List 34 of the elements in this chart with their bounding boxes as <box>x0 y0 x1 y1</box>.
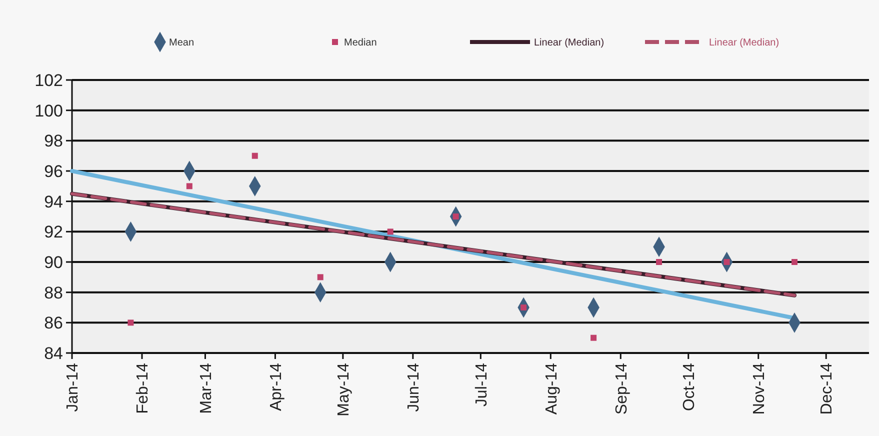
y-tick-label: 96 <box>44 162 63 181</box>
point <box>791 259 798 265</box>
legend-label: Median <box>344 38 377 48</box>
y-tick-label: 86 <box>44 314 63 333</box>
x-tick-label: Jul-14 <box>473 362 490 407</box>
x-tick-label: Mar-14 <box>198 362 215 414</box>
x-tick-label: Nov-14 <box>750 362 768 415</box>
x-tick-label: Jun-14 <box>406 362 423 412</box>
y-tick-label: 98 <box>44 132 63 151</box>
point <box>590 334 597 341</box>
y-tick-label: 102 <box>34 70 63 90</box>
point <box>186 183 192 190</box>
text: Linear (Median) <box>534 38 604 48</box>
point <box>317 274 324 280</box>
y-tick-label: 94 <box>44 192 63 212</box>
x-tick-label: Jan-14 <box>64 362 82 412</box>
y-tick-label: 84 <box>44 344 63 363</box>
y-tick-label: 88 <box>44 283 63 302</box>
legend-label: Mean <box>169 38 194 48</box>
x-tick-label: Feb-14 <box>134 362 152 414</box>
x-tick-label: Aug-14 <box>543 362 560 415</box>
x-tick-label: Dec-14 <box>818 362 836 415</box>
x-tick-label: Oct-14 <box>680 362 698 412</box>
point <box>387 228 394 235</box>
point <box>128 320 134 326</box>
point <box>656 259 662 265</box>
y-tick-label: 90 <box>44 252 63 272</box>
y-tick-label: 92 <box>44 222 63 242</box>
y-tick-label: 100 <box>34 101 63 120</box>
x-tick-label: Sep-14 <box>613 362 630 415</box>
x-tick-label: May-14 <box>336 362 353 416</box>
x-tick-label: Apr-14 <box>268 362 285 412</box>
point <box>252 152 258 159</box>
text: Linear (Median) <box>709 38 780 48</box>
